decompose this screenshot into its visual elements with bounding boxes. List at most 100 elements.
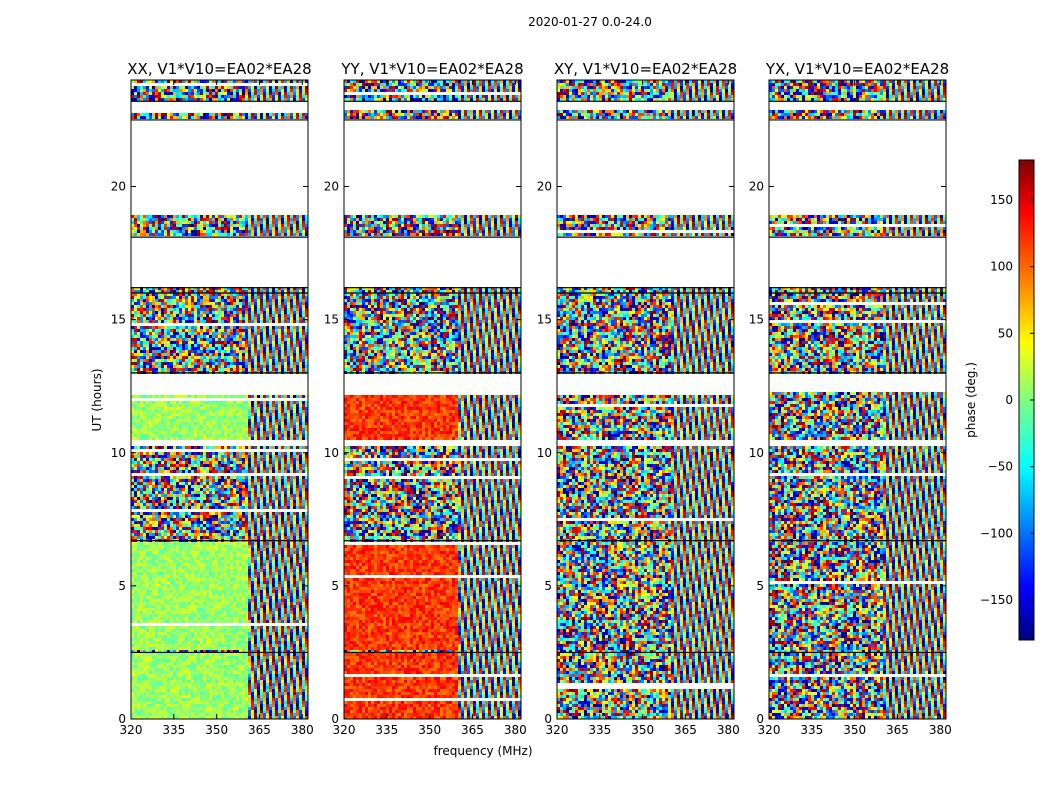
heat-cell — [200, 518, 203, 521]
heat-cell — [287, 614, 290, 617]
heat-cell — [170, 497, 173, 500]
heat-cell — [167, 665, 170, 668]
heat-cell — [266, 488, 269, 491]
heat-cell — [152, 674, 155, 677]
heat-cell — [224, 488, 227, 491]
heat-cell — [290, 650, 293, 653]
heat-cell — [137, 524, 140, 527]
heat-cell — [161, 710, 164, 713]
heat-cell — [185, 542, 188, 545]
heat-cell — [149, 479, 152, 482]
heat-cell — [173, 503, 176, 506]
heat-cell — [275, 536, 278, 539]
heat-cell — [134, 659, 137, 662]
heat-cell — [281, 659, 284, 662]
heat-cell — [197, 518, 200, 521]
heat-cell — [188, 686, 191, 689]
heat-cell — [254, 599, 257, 602]
heat-cell — [206, 692, 209, 695]
heat-cell — [221, 542, 224, 545]
heat-cell — [173, 707, 176, 710]
heat-cell — [152, 677, 155, 680]
heat-cell — [272, 635, 275, 638]
heat-cell — [149, 716, 152, 719]
heat-cell — [185, 650, 188, 653]
heat-cell — [155, 647, 158, 650]
heat-cell — [188, 683, 191, 686]
heat-cell — [269, 626, 272, 629]
heat-cell — [143, 701, 146, 704]
heat-cell — [275, 596, 278, 599]
heat-cell — [269, 677, 272, 680]
heat-cell — [164, 515, 167, 518]
heat-cell — [269, 602, 272, 605]
heat-cell — [182, 518, 185, 521]
heat-cell — [299, 512, 302, 515]
heat-cell — [224, 608, 227, 611]
heat-cell — [170, 503, 173, 506]
heat-cell — [173, 662, 176, 665]
heat-cell — [164, 668, 167, 671]
heat-cell — [290, 470, 293, 473]
heat-cell — [296, 596, 299, 599]
heat-cell — [287, 710, 290, 713]
heat-cell — [296, 689, 299, 692]
heat-cell — [230, 653, 233, 656]
heat-cell — [137, 635, 140, 638]
heat-cell — [293, 554, 296, 557]
heat-cell — [197, 578, 200, 581]
heat-cell — [164, 545, 167, 548]
heat-cell — [269, 524, 272, 527]
heat-cell — [221, 599, 224, 602]
heat-cell — [278, 671, 281, 674]
heat-cell — [287, 638, 290, 641]
heat-cell — [245, 518, 248, 521]
heat-cell — [305, 503, 308, 506]
heat-cell — [302, 572, 305, 575]
heat-cell — [161, 674, 164, 677]
heat-cell — [158, 464, 161, 467]
heat-cell — [164, 479, 167, 482]
heat-cell — [296, 701, 299, 704]
heat-cell — [302, 515, 305, 518]
heat-cell — [179, 581, 182, 584]
heat-cell — [191, 530, 194, 533]
heat-cell — [134, 587, 137, 590]
heat-cell — [287, 557, 290, 560]
heat-cell — [164, 596, 167, 599]
heat-cell — [239, 686, 242, 689]
heat-cell — [281, 467, 284, 470]
heat-cell — [167, 683, 170, 686]
heat-cell — [143, 554, 146, 557]
heat-cell — [278, 563, 281, 566]
heat-cell — [188, 551, 191, 554]
heat-cell — [191, 605, 194, 608]
heat-cell — [272, 497, 275, 500]
heat-cell — [209, 527, 212, 530]
heat-cell — [176, 659, 179, 662]
heat-cell — [302, 677, 305, 680]
heat-cell — [233, 659, 236, 662]
heat-cell — [296, 602, 299, 605]
heat-cell — [173, 590, 176, 593]
heat-cell — [197, 560, 200, 563]
heat-cell — [197, 566, 200, 569]
heat-cell — [176, 479, 179, 482]
heat-cell — [215, 710, 218, 713]
heat-cell — [170, 575, 173, 578]
heat-cell — [299, 701, 302, 704]
heat-cell — [263, 707, 266, 710]
heat-cell — [245, 512, 248, 515]
heat-cell — [137, 464, 140, 467]
heat-cell — [221, 560, 224, 563]
heat-cell — [281, 503, 284, 506]
heat-cell — [251, 689, 254, 692]
heat-cell — [152, 548, 155, 551]
heat-cell — [158, 650, 161, 653]
heat-cell — [245, 470, 248, 473]
heat-cell — [305, 542, 308, 545]
heat-cell — [260, 458, 263, 461]
heat-cell — [233, 527, 236, 530]
heat-cell — [227, 674, 230, 677]
heat-cell — [305, 458, 308, 461]
